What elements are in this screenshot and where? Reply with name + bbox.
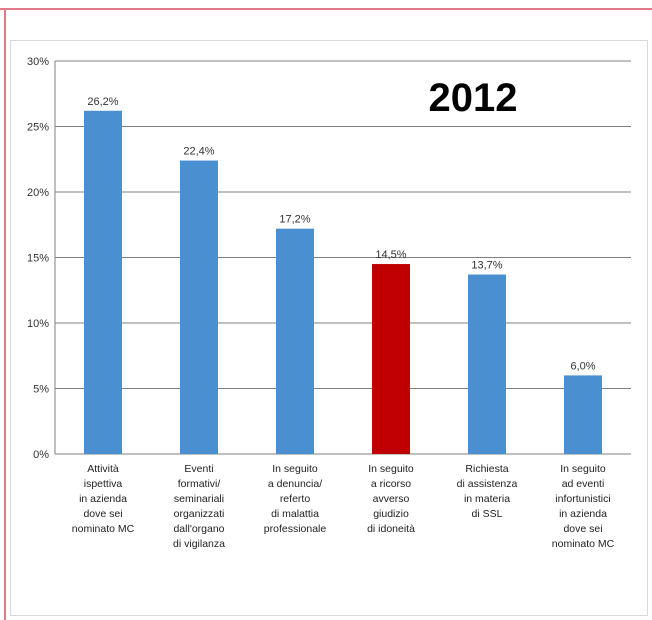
chart-title: 2012 xyxy=(429,76,518,120)
category-label-line: nominato MC xyxy=(552,538,615,550)
left-border-line xyxy=(4,8,6,620)
bar-chart: 0% 5% 10% 15% 20% 25% 30% 26,2% Attività ispettiv… xyxy=(27,56,631,550)
category-label-line: Attività xyxy=(87,463,119,475)
data-label: 6,0% xyxy=(570,360,595,372)
category-label-line: giudizio xyxy=(373,508,409,520)
category-label-line: di malattia xyxy=(271,508,319,520)
category-label-line: In seguito xyxy=(560,463,606,475)
y-tick-label: 30% xyxy=(27,56,49,68)
category-label-line: formativi/ xyxy=(178,478,221,490)
data-label: 13,7% xyxy=(471,260,502,272)
category-label-line: di idoneità xyxy=(367,523,415,535)
category-label-line: avverso xyxy=(373,493,410,505)
category-label-line: a ricorso xyxy=(371,478,411,490)
category-label-line: a denuncia/ xyxy=(268,478,322,490)
category-label-line: di SSL xyxy=(472,508,503,520)
category-label: In seguito a denuncia/referto di malattia p… xyxy=(264,463,327,535)
category-label-line: Eventi xyxy=(184,463,213,475)
category-label-line: ad eventi xyxy=(562,478,605,490)
category-label-line: seminariali xyxy=(174,493,224,505)
bar xyxy=(468,274,506,454)
data-label: 14,5% xyxy=(375,249,406,261)
category-label-line: dove sei xyxy=(563,523,602,535)
bar xyxy=(564,375,602,454)
y-tick-label: 15% xyxy=(27,253,49,265)
data-label: 26,2% xyxy=(87,96,118,108)
category-label-line: ispettiva xyxy=(84,478,123,490)
category-label-line: infortunistici xyxy=(555,493,610,505)
category-label-line: in azienda xyxy=(559,508,607,520)
category-label: In seguito ad eventi infortunistici in azie… xyxy=(552,463,615,550)
bar xyxy=(276,228,314,454)
chart-area: 0% 5% 10% 15% 20% 25% 30% 26,2% Attività ispettiv… xyxy=(10,40,648,616)
category-label-line: referto xyxy=(280,493,311,505)
data-label: 17,2% xyxy=(279,214,310,226)
bar xyxy=(180,160,218,454)
category-label-line: professionale xyxy=(264,523,327,535)
bar xyxy=(372,264,410,454)
y-tick-label: 5% xyxy=(33,384,49,396)
category-label-line: dall'organo xyxy=(173,523,224,535)
category-label-line: nominato MC xyxy=(72,523,135,535)
category-label: Eventi formativi/seminariali organizzati da… xyxy=(173,463,225,550)
y-tick-label: 20% xyxy=(27,187,49,199)
data-label: 22,4% xyxy=(183,146,214,158)
bar xyxy=(84,110,122,454)
category-label-line: di vigilanza xyxy=(173,538,225,550)
top-border-line xyxy=(0,8,652,10)
category-label-line: di assistenza xyxy=(457,478,518,490)
y-tick-label: 0% xyxy=(33,449,49,461)
category-label-line: Richiesta xyxy=(465,463,508,475)
category-label-line: dove sei xyxy=(83,508,122,520)
category-label-line: in materia xyxy=(464,493,510,505)
category-label-line: in azienda xyxy=(79,493,127,505)
y-tick-label: 25% xyxy=(27,122,49,134)
category-label: Attività ispettiva in azienda dove sei nomin… xyxy=(72,463,135,535)
category-label-line: In seguito xyxy=(368,463,414,475)
category-label-line: In seguito xyxy=(272,463,318,475)
category-label-line: organizzati xyxy=(174,508,225,520)
category-label: In seguito a ricorso avverso giudizio di ido… xyxy=(367,463,415,535)
category-label: Richiesta di assistenza in materia di SSL xyxy=(457,463,518,520)
y-tick-label: 10% xyxy=(27,318,49,330)
